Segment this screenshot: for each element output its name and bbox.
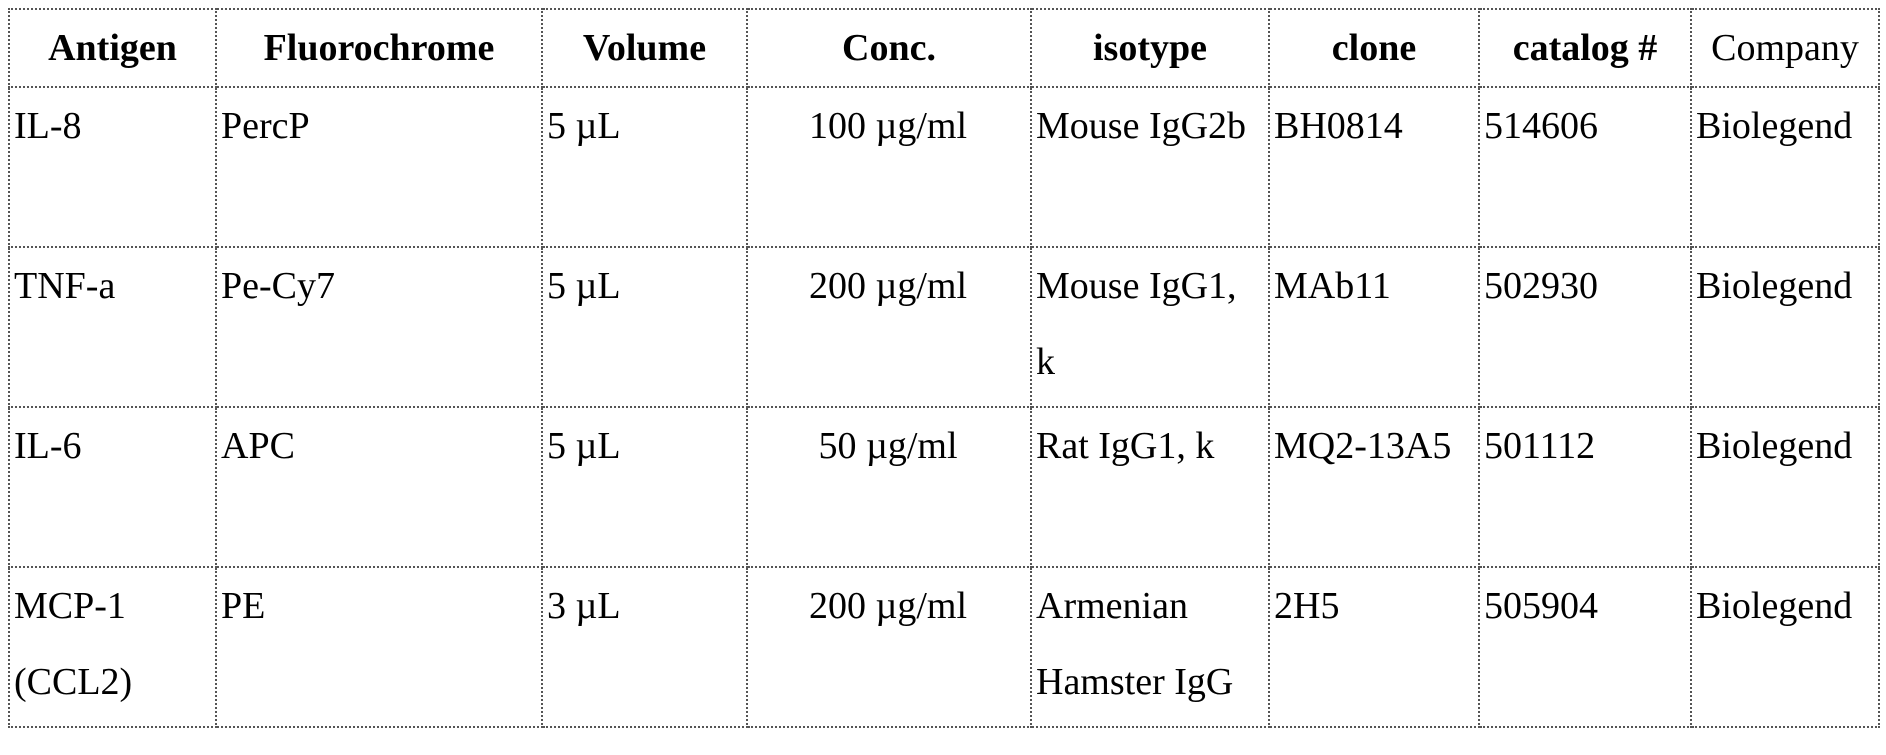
cell-isotype: Mouse IgG1, k [1031, 247, 1269, 407]
antibody-reagent-table: Antigen Fluorochrome Volume Conc. isotyp… [8, 8, 1880, 728]
header-company: Company [1691, 9, 1879, 87]
cell-fluorochrome: Pe-Cy7 [216, 247, 542, 407]
cell-catalog: 501112 [1479, 407, 1691, 567]
cell-conc: 50 µg/ml [747, 407, 1031, 567]
cell-company: Biolegend [1691, 87, 1879, 247]
cell-company: Biolegend [1691, 567, 1879, 727]
cell-antigen: TNF-a [9, 247, 216, 407]
cell-fluorochrome: APC [216, 407, 542, 567]
table-row: MCP-1 (CCL2) PE 3 µL 200 µg/ml Armenian … [9, 567, 1879, 727]
table-header-row: Antigen Fluorochrome Volume Conc. isotyp… [9, 9, 1879, 87]
cell-clone: MQ2-13A5 [1269, 407, 1479, 567]
header-fluorochrome: Fluorochrome [216, 9, 542, 87]
header-conc: Conc. [747, 9, 1031, 87]
cell-clone: BH0814 [1269, 87, 1479, 247]
cell-conc: 200 µg/ml [747, 567, 1031, 727]
cell-fluorochrome: PE [216, 567, 542, 727]
cell-clone: MAb11 [1269, 247, 1479, 407]
cell-catalog: 505904 [1479, 567, 1691, 727]
header-isotype: isotype [1031, 9, 1269, 87]
header-volume: Volume [542, 9, 747, 87]
table-row: IL-6 APC 5 µL 50 µg/ml Rat IgG1, k MQ2-1… [9, 407, 1879, 567]
cell-conc: 100 µg/ml [747, 87, 1031, 247]
cell-volume: 5 µL [542, 247, 747, 407]
cell-antigen: IL-8 [9, 87, 216, 247]
cell-isotype: Rat IgG1, k [1031, 407, 1269, 567]
cell-volume: 5 µL [542, 407, 747, 567]
cell-catalog: 502930 [1479, 247, 1691, 407]
cell-clone: 2H5 [1269, 567, 1479, 727]
header-antigen: Antigen [9, 9, 216, 87]
table-row: IL-8 PercP 5 µL 100 µg/ml Mouse IgG2b BH… [9, 87, 1879, 247]
header-clone: clone [1269, 9, 1479, 87]
reagent-table-container: Antigen Fluorochrome Volume Conc. isotyp… [8, 8, 1878, 728]
cell-antigen: IL-6 [9, 407, 216, 567]
table-row: TNF-a Pe-Cy7 5 µL 200 µg/ml Mouse IgG1, … [9, 247, 1879, 407]
cell-company: Biolegend [1691, 247, 1879, 407]
cell-catalog: 514606 [1479, 87, 1691, 247]
cell-isotype: Mouse IgG2b [1031, 87, 1269, 247]
cell-isotype: Armenian Hamster IgG [1031, 567, 1269, 727]
cell-conc: 200 µg/ml [747, 247, 1031, 407]
header-catalog: catalog # [1479, 9, 1691, 87]
cell-volume: 3 µL [542, 567, 747, 727]
cell-company: Biolegend [1691, 407, 1879, 567]
cell-fluorochrome: PercP [216, 87, 542, 247]
cell-antigen: MCP-1 (CCL2) [9, 567, 216, 727]
cell-volume: 5 µL [542, 87, 747, 247]
